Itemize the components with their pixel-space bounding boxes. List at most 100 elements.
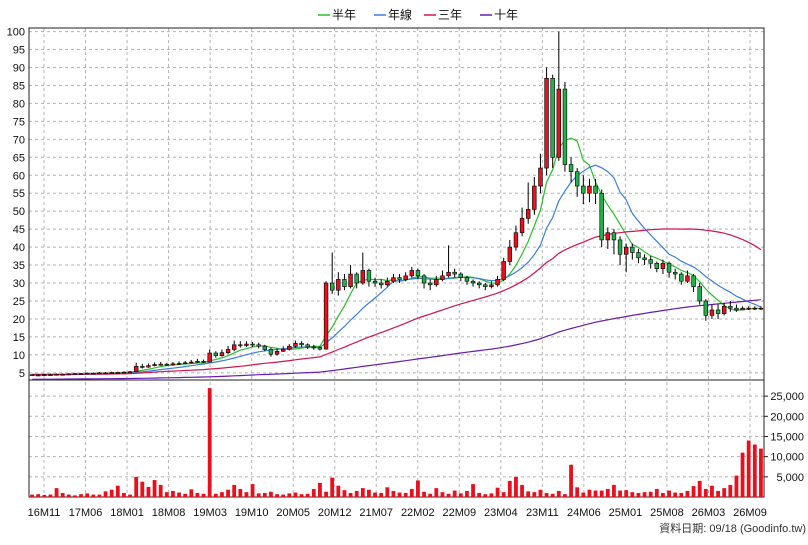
candle-body <box>728 306 733 309</box>
candle-body <box>507 246 513 262</box>
volume-tick-label: 20,000 <box>770 411 804 423</box>
volume-bar <box>636 492 641 497</box>
candle-body <box>544 77 549 169</box>
price-tick-label: 45 <box>13 224 25 236</box>
candle-body <box>470 280 476 284</box>
candle-body <box>97 372 102 375</box>
price-tick-label: 65 <box>13 152 25 164</box>
volume-bar <box>115 485 120 497</box>
candle-body <box>409 270 415 277</box>
moving-average-lines <box>32 137 762 380</box>
candle-body <box>299 343 304 346</box>
volume-bar <box>452 490 457 497</box>
price-tick-label: 20 <box>13 314 25 326</box>
volume-bar <box>379 492 384 497</box>
candle-body <box>568 164 574 172</box>
time-tick-label: 26M09 <box>733 507 767 519</box>
volume-bar <box>97 494 102 497</box>
price-tick-label: 70 <box>13 134 25 146</box>
candle-body <box>513 232 519 248</box>
candle-body <box>593 185 598 194</box>
volume-tick-label: 5,000 <box>776 472 804 484</box>
volume-bar <box>434 488 439 497</box>
volume-tick-label: 25,000 <box>770 391 804 403</box>
volume-bar <box>489 493 494 497</box>
volume-bar <box>673 492 678 497</box>
volume-bar <box>91 494 96 497</box>
price-tick-label: 30 <box>13 278 25 290</box>
volume-bar <box>458 493 463 497</box>
candle-body <box>366 270 372 282</box>
candle-body <box>630 246 635 253</box>
volume-bar <box>281 494 286 497</box>
price-tick-label: 25 <box>13 296 25 308</box>
candle-body <box>660 262 666 269</box>
candle-body <box>182 362 188 365</box>
price-tick-label: 85 <box>13 80 25 92</box>
volume-bar <box>164 492 169 497</box>
half-year-ma-line <box>32 137 761 376</box>
candle-body <box>672 271 678 275</box>
price-tick-label: 35 <box>13 260 25 272</box>
volume-bar <box>569 464 573 497</box>
candle-body <box>256 344 261 347</box>
candle-body <box>60 373 65 376</box>
volume-bar <box>556 490 561 497</box>
volume-bar <box>471 484 475 497</box>
volume-bar <box>79 494 83 497</box>
volume-bar <box>409 488 414 497</box>
volume-bar <box>391 490 396 497</box>
volume-bar <box>465 490 469 497</box>
time-tick-label: 21M07 <box>359 507 393 519</box>
volume-bar <box>305 493 310 497</box>
price-tick-label: 95 <box>13 45 25 57</box>
candle-body <box>415 270 421 277</box>
volume-bar <box>134 476 139 497</box>
volume-bar <box>54 488 59 497</box>
volume-bar <box>648 491 653 497</box>
price-tick-label: 5 <box>19 368 25 380</box>
time-tick-label: 17M06 <box>69 507 103 519</box>
candle-body <box>599 192 604 241</box>
candle-body <box>691 275 696 287</box>
candle-body <box>133 366 139 373</box>
volume-bar <box>299 494 304 497</box>
price-tick-label: 60 <box>13 170 25 182</box>
volume-bar <box>710 485 714 497</box>
candle-body <box>115 372 121 374</box>
volume-bar <box>728 484 733 497</box>
candle-body <box>427 282 433 286</box>
candle-body <box>201 361 206 363</box>
volume-bar <box>752 444 757 497</box>
time-tick-label: 19M03 <box>193 507 227 519</box>
candle-body <box>752 307 758 310</box>
volume-bar <box>128 494 132 497</box>
candle-body <box>170 363 176 366</box>
volume-bar <box>703 488 708 497</box>
volume-bar <box>256 493 261 497</box>
candle-body <box>452 271 457 275</box>
volume-bar <box>734 475 739 497</box>
candle-body <box>127 371 133 374</box>
volume-bar <box>593 490 598 497</box>
candle-body <box>274 350 280 355</box>
volume-bar <box>654 488 659 497</box>
volume-bar <box>201 493 206 497</box>
volume-bar <box>605 488 610 497</box>
volume-bar <box>416 480 420 497</box>
time-tick-label: 26M03 <box>692 507 726 519</box>
candle-body <box>152 364 157 366</box>
volume-bar <box>422 491 426 497</box>
three-year-ma-line <box>32 228 762 375</box>
candle-body <box>360 270 366 284</box>
candle-body <box>501 261 506 280</box>
candle-body <box>519 218 525 234</box>
candle-body <box>146 365 151 368</box>
candle-body <box>268 349 274 355</box>
volume-bar <box>220 492 224 497</box>
candle-body <box>121 371 127 374</box>
candle-body <box>280 348 286 352</box>
candle-body <box>476 282 482 286</box>
volume-bar <box>85 493 90 497</box>
volume-bar <box>238 488 243 497</box>
